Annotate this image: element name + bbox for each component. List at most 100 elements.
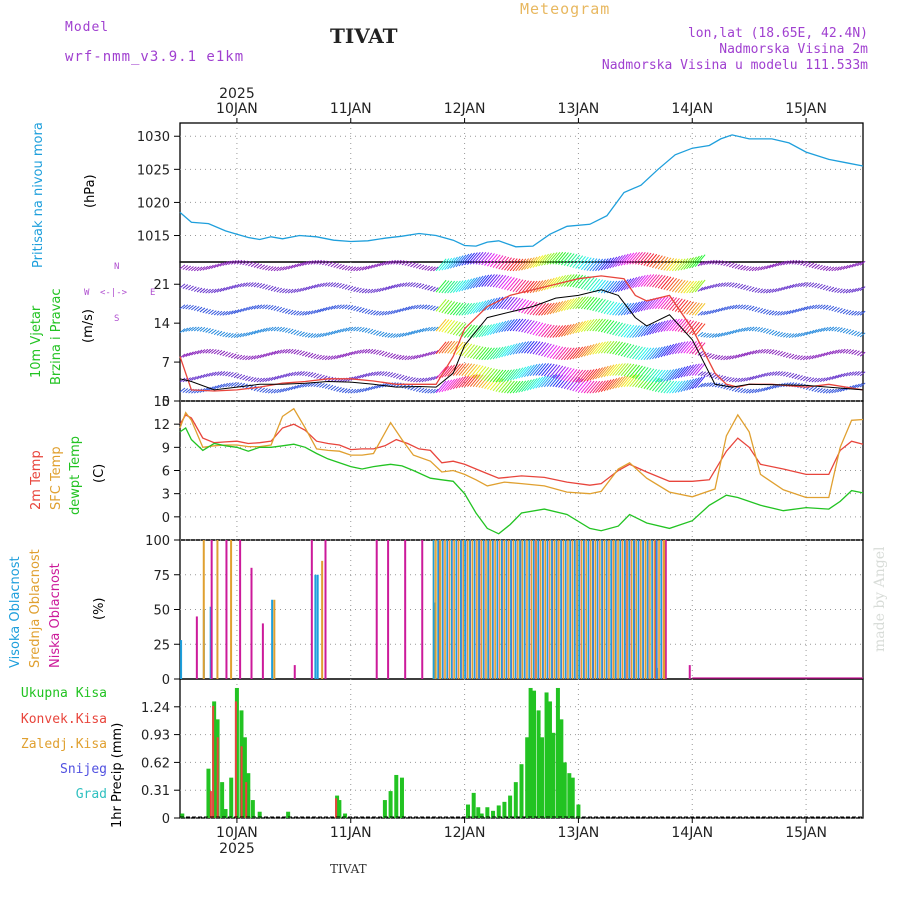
wind-barb — [654, 369, 666, 383]
cloud-mid-bar — [216, 540, 219, 679]
wind-barb — [336, 263, 342, 269]
wind-barb — [478, 324, 490, 338]
wind-barb — [512, 298, 524, 312]
wind-barb — [455, 254, 467, 268]
wind-barb — [438, 341, 450, 354]
wind-barb — [444, 364, 456, 378]
wind-barb — [449, 280, 461, 294]
wind-barb — [726, 282, 732, 287]
wind-barb — [361, 265, 368, 271]
wind-barb — [210, 329, 217, 335]
wind-barb — [606, 377, 618, 391]
wind-barb — [378, 350, 385, 356]
cloud-low-bar — [324, 540, 327, 679]
wind-barb — [293, 330, 300, 336]
wind-barb — [609, 280, 621, 294]
wind-barb — [452, 376, 464, 390]
wind-barb — [558, 274, 569, 288]
wind-barb — [595, 380, 606, 394]
wind-barb — [222, 382, 228, 388]
wind-barb — [219, 261, 226, 267]
wind-barb — [760, 308, 766, 314]
wind-barb — [336, 328, 342, 334]
wind-barb — [415, 377, 422, 383]
wind-barb — [222, 351, 228, 357]
wind-barb — [398, 374, 405, 380]
wind-barb — [532, 376, 544, 390]
wind-barb — [506, 297, 518, 310]
cloud-mid-bar — [539, 540, 542, 679]
cloud-mid-bar — [617, 540, 619, 679]
wind-barb — [321, 306, 328, 312]
wind-barb — [472, 346, 484, 360]
wind-barb — [418, 264, 425, 270]
wind-barb — [780, 310, 786, 316]
wind-barb — [225, 371, 231, 377]
wind-barb — [617, 342, 629, 356]
wind-barb — [589, 278, 601, 292]
wind-barb — [356, 326, 362, 332]
wind-barb — [185, 388, 192, 394]
wind-barb — [239, 332, 246, 338]
wind-barb — [290, 288, 297, 294]
wind-barb — [509, 297, 521, 311]
wind-barb — [230, 353, 237, 359]
wind-barb — [518, 380, 530, 393]
wind-barb — [578, 256, 589, 270]
cloud-high-bar — [271, 599, 274, 679]
wind-barb — [555, 300, 567, 313]
wind-barb — [842, 328, 849, 334]
wind-barb — [535, 375, 547, 389]
wind-barb — [580, 257, 592, 271]
wind-barb — [592, 279, 604, 293]
wind-barb — [691, 363, 703, 376]
wind-barb — [401, 375, 408, 381]
bottom-day-label: 13JAN — [558, 825, 600, 841]
cloud-high-bar — [496, 540, 499, 679]
wind-barb — [350, 305, 357, 311]
bottom-day-label: 15JAN — [785, 825, 827, 841]
wind-barb — [236, 259, 243, 265]
wind-barb — [669, 297, 680, 311]
wind-barb — [771, 330, 778, 336]
wind-barb — [575, 320, 586, 334]
wind-barb — [703, 332, 709, 338]
wind-barb — [549, 325, 561, 338]
wind-barb — [649, 347, 660, 360]
cloud-high-bar — [314, 574, 317, 679]
wind-barb — [247, 355, 254, 361]
wind-barb — [643, 323, 655, 337]
wind-barb — [381, 310, 388, 316]
wind-barb — [185, 352, 192, 357]
precip-total-bar — [508, 795, 513, 818]
wind-barb — [606, 341, 618, 354]
wind-barb — [646, 253, 658, 267]
wind-barb — [395, 333, 402, 338]
wind-barb — [341, 284, 348, 290]
wind-barb — [344, 327, 351, 332]
wind-barb — [384, 260, 391, 266]
wind-barb — [583, 343, 595, 357]
wind-barb — [370, 310, 376, 316]
wind-barb — [660, 319, 672, 333]
wind-barb — [720, 282, 727, 287]
wind-barb — [746, 326, 752, 332]
wind-barb — [256, 263, 263, 269]
wind-barb — [780, 260, 786, 266]
wind-barb — [344, 388, 351, 394]
y-tick-label: 9 — [162, 441, 170, 456]
wind-barb — [805, 355, 812, 361]
wind-barb — [669, 278, 680, 292]
cloud-mid-bar — [471, 540, 474, 679]
wind-barb — [384, 332, 391, 338]
precip-legend-hail: Grad — [75, 787, 107, 802]
wind-barb — [427, 285, 433, 291]
wind-barb — [481, 252, 493, 266]
wind-barb — [350, 326, 357, 332]
precip-total-bar — [250, 800, 255, 818]
wind-barb — [831, 388, 838, 394]
wind-barb — [737, 327, 744, 333]
wind-barb — [814, 264, 820, 269]
wind-barb — [299, 287, 305, 293]
wind-barb — [680, 280, 692, 294]
